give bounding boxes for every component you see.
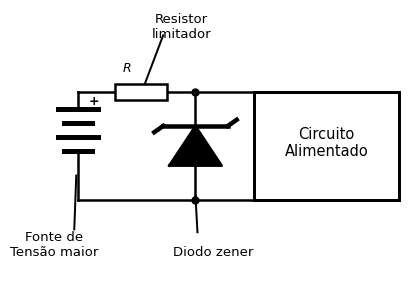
Text: Fonte de
Tensão maior: Fonte de Tensão maior	[10, 231, 98, 259]
Text: Diodo zener: Diodo zener	[173, 246, 254, 259]
Bar	[115, 84, 167, 100]
Text: Circuito
Alimentado: Circuito Alimentado	[285, 127, 369, 159]
Text: R: R	[123, 62, 131, 75]
Polygon shape	[169, 126, 222, 166]
Text: Resistor
limitador: Resistor limitador	[151, 13, 211, 41]
Bar	[254, 92, 399, 200]
Text: +: +	[88, 96, 99, 108]
